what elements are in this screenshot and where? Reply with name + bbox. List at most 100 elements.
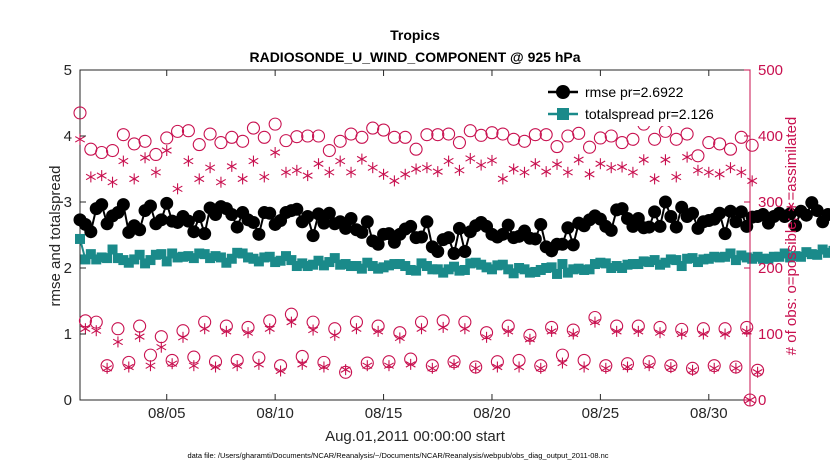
assimilated-obs-point (394, 332, 405, 344)
rmse-point (84, 225, 98, 239)
assimilated-obs-stroke (297, 361, 308, 368)
rmse-point (420, 215, 434, 229)
assimilated-obs-point (335, 155, 346, 167)
assimilated-obs-point (183, 155, 194, 167)
assimilated-obs-point (324, 166, 335, 178)
assimilated-obs-point (584, 168, 595, 180)
assimilated-obs-stroke (172, 185, 183, 193)
totalspread-point (497, 259, 508, 270)
possible-obs-point (268, 117, 282, 131)
possible-obs-point (496, 127, 510, 141)
assimilated-obs-stroke (703, 169, 714, 176)
legend: rmse pr=2.6922 totalspread pr=2.126 (540, 82, 742, 126)
totalspread-point (736, 250, 747, 261)
totalspread-point (172, 252, 183, 263)
assimilated-obs-stroke (573, 156, 584, 163)
x-tick-label: 08/30 (690, 405, 728, 422)
assimilated-obs-point (611, 325, 622, 337)
assimilated-obs-point (638, 154, 649, 166)
possible-obs-point (105, 143, 120, 158)
assimilated-obs-stroke (74, 136, 86, 143)
rmse-point (566, 238, 580, 252)
totalspread-point (280, 251, 291, 262)
assimilated-obs-stroke (161, 147, 172, 154)
y-right-tick-label: 200 (758, 260, 783, 277)
assimilated-obs-point (118, 155, 129, 167)
possible-obs-point (214, 136, 228, 150)
assimilated-obs-stroke (503, 328, 514, 335)
totalspread-point (589, 259, 600, 270)
y-tick-label: 5 (64, 62, 72, 79)
assimilated-obs-stroke (253, 361, 264, 368)
assimilated-obs-stroke (367, 164, 378, 171)
assimilated-obs-point (134, 331, 145, 343)
assimilated-obs-stroke (546, 328, 557, 335)
totalspread-point (660, 257, 671, 268)
assimilated-obs-point (194, 173, 205, 185)
assimilated-obs-stroke (568, 330, 579, 338)
possible-obs-point (398, 130, 412, 144)
assimilated-obs-point (649, 173, 660, 185)
legend-box (540, 82, 742, 126)
assimilated-obs-point (259, 171, 270, 183)
possible-obs-point (723, 142, 738, 156)
assimilated-obs-point (427, 362, 438, 374)
assimilated-obs-stroke (709, 365, 720, 372)
assimilated-obs-stroke (313, 160, 324, 167)
totalspread-point (432, 264, 443, 275)
totalspread-point (508, 268, 519, 279)
assimilated-obs-stroke (329, 332, 340, 339)
rmse-point (187, 225, 201, 239)
assimilated-obs-stroke (102, 365, 113, 372)
assimilated-obs-point (644, 360, 655, 372)
legend-totalspread-marker (557, 108, 569, 120)
y-axis-right-label: # of obs: o=possible; ∗=assimilated (783, 117, 800, 356)
assimilated-obs-point (329, 329, 340, 341)
legend-totalspread-label: totalspread pr=2.126 (585, 106, 714, 122)
assimilated-obs-point (470, 362, 481, 374)
possible-obs-point (171, 124, 185, 138)
assimilated-obs-point (210, 361, 221, 373)
assimilated-obs-stroke (194, 175, 205, 183)
possible-obs-point (84, 142, 98, 156)
assimilated-obs-stroke (530, 160, 541, 167)
totalspread-point (188, 253, 199, 264)
totalspread-point (85, 249, 96, 260)
assimilated-obs-stroke (622, 363, 633, 371)
totalspread-point (676, 261, 687, 272)
assimilated-obs-stroke (649, 175, 660, 183)
totalspread-point (627, 259, 638, 270)
assimilated-obs-point (720, 328, 731, 340)
possible-obs-point (431, 128, 445, 142)
totalspread-point (682, 253, 693, 264)
y-right-tick-label: 0 (758, 392, 766, 409)
totalspread-point (308, 259, 319, 270)
assimilated-obs-point (291, 164, 302, 176)
assimilated-obs-stroke (145, 362, 156, 369)
assimilated-obs-stroke (280, 169, 292, 176)
totalspread-point (806, 249, 817, 260)
totalspread-point (665, 254, 676, 265)
totalspread-point (232, 247, 243, 258)
assimilated-obs-point (373, 325, 384, 337)
totalspread-point (378, 262, 389, 273)
assimilated-obs-stroke (215, 178, 226, 186)
totalspread-point (270, 257, 281, 268)
legend-rmse-label: rmse pr=2.6922 (585, 84, 684, 100)
assimilated-obs-stroke (389, 177, 400, 185)
totalspread-point (194, 248, 205, 259)
totalspread-point (367, 261, 378, 272)
totalspread-point (752, 251, 763, 262)
assimilated-obs-stroke (259, 173, 270, 181)
totalspread-point (541, 263, 552, 273)
totalspread-point (530, 266, 541, 277)
assimilated-obs-stroke (411, 165, 422, 173)
assimilated-obs-stroke (80, 325, 91, 332)
totalspread-point (503, 264, 514, 275)
assimilated-obs-point (96, 170, 107, 182)
assimilated-obs-stroke (589, 318, 601, 326)
y-axis-label: rmse and totalspread (47, 166, 64, 307)
totalspread-point (167, 248, 178, 259)
assimilated-obs-stroke (476, 161, 487, 169)
assimilated-obs-point (589, 316, 601, 328)
